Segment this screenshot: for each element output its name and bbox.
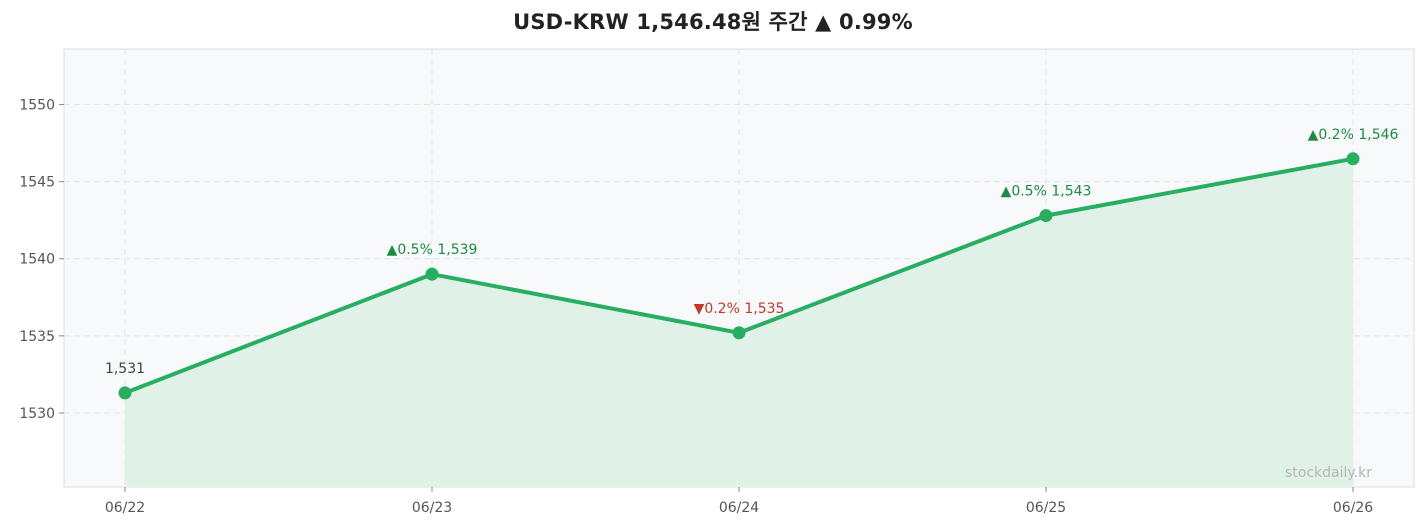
y-tick-label: 1530 <box>19 406 55 422</box>
x-tick-label: 06/22 <box>105 500 145 516</box>
data-label: 1,531 <box>105 361 145 377</box>
data-label: ▲0.5% 1,539 <box>387 242 478 258</box>
data-point <box>732 326 746 340</box>
data-point <box>118 386 132 400</box>
area-fill <box>125 158 1353 488</box>
y-tick-label: 1540 <box>19 252 55 268</box>
data-point <box>1039 209 1053 223</box>
data-point <box>1346 152 1360 166</box>
y-tick-label: 1535 <box>19 329 55 345</box>
x-tick-label: 06/26 <box>1333 500 1373 516</box>
x-tick-label: 06/23 <box>412 500 452 516</box>
y-tick-label: 1545 <box>19 175 55 191</box>
data-points <box>118 152 1360 400</box>
x-tick-label: 06/24 <box>719 500 759 516</box>
data-labels: 1,531 ▲0.5% 1,539 ▼0.2% 1,535 ▲0.5% 1,543 ▲0… <box>105 127 1399 377</box>
data-label: ▲0.2% 1,546 <box>1308 127 1399 143</box>
y-axis-ticks: 1530 1535 1540 1545 1550 <box>19 98 64 422</box>
y-tick-label: 1550 <box>19 98 55 114</box>
watermark: stockdaily.kr <box>1285 465 1372 481</box>
chart-title: USD-KRW 1,546.48원 주간 ▲ 0.99% <box>513 10 913 34</box>
data-label: ▼0.2% 1,535 <box>694 301 785 317</box>
data-point <box>425 267 439 281</box>
data-label: ▲0.5% 1,543 <box>1001 184 1092 200</box>
x-axis-ticks: 06/22 06/23 06/24 06/25 06/26 <box>105 487 1373 516</box>
x-tick-label: 06/25 <box>1026 500 1066 516</box>
